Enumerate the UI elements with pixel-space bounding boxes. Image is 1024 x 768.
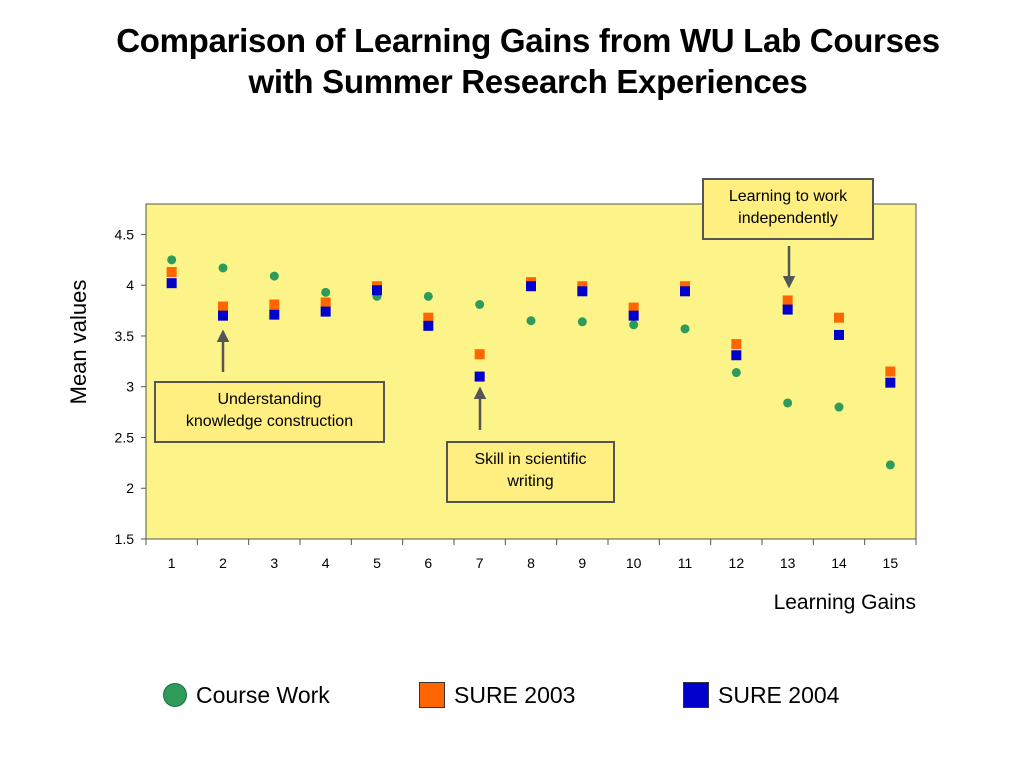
x-tick-label: 12	[729, 555, 745, 571]
y-tick-label: 4	[126, 277, 134, 293]
legend-item-sure-2003: SURE 2003	[419, 680, 575, 710]
course-work-point	[629, 320, 639, 330]
sure-2003-point	[628, 302, 639, 313]
sure-2003-point	[577, 281, 588, 292]
course-work-point	[526, 316, 536, 326]
x-tick-label: 4	[322, 555, 330, 571]
legend-label-sure-2003: SURE 2003	[454, 681, 576, 708]
course-work-point	[680, 324, 690, 334]
x-tick-label: 1	[168, 555, 176, 571]
x-tick-label: 14	[831, 555, 847, 571]
course-work-swatch-icon	[163, 683, 187, 707]
sure-2004-point	[782, 304, 793, 315]
annotation-text: Understanding	[217, 391, 321, 408]
sure-2004-point	[423, 320, 434, 331]
y-axis-label: Mean values	[66, 280, 91, 405]
sure-2004-point	[218, 310, 228, 321]
sure-2004-point	[680, 286, 690, 297]
legend-item-course-work: Course Work	[163, 680, 330, 710]
sure-2003-point	[166, 267, 177, 278]
x-tick-label: 6	[424, 555, 432, 571]
sure-2003-point	[269, 299, 280, 310]
course-work-point	[885, 460, 895, 470]
course-work-point	[218, 263, 228, 273]
sure-2003-point	[885, 366, 896, 377]
chart-title-line-1: Comparison of Learning Gains from WU Lab…	[116, 22, 940, 59]
sure-2004-point	[526, 281, 536, 292]
sure-2003-point	[834, 312, 844, 323]
x-tick-label: 10	[626, 555, 642, 571]
sure-2003-point	[680, 281, 690, 292]
sure-2004-point	[628, 310, 639, 321]
y-tick-label: 2	[126, 480, 134, 496]
y-tick-label: 4.5	[115, 226, 135, 242]
sure-2004-point	[577, 286, 588, 297]
course-work-point	[269, 271, 279, 281]
sure-2003-point	[423, 312, 434, 323]
sure-2004-point	[320, 306, 331, 317]
sure-2004-point	[474, 371, 485, 382]
x-tick-label: 11	[678, 555, 693, 571]
annotation-box	[154, 381, 385, 443]
axes: 1.522.533.544.51 2 3 4 5 6 7 8 9 10 11 12 13 14 15	[115, 204, 917, 571]
course-work-point	[167, 255, 177, 265]
y-tick-label: 3	[126, 379, 134, 395]
x-tick-label: 9	[578, 555, 586, 571]
sure-2004-point	[834, 329, 844, 340]
sure-2003-point	[731, 339, 742, 350]
x-tick-label: 2	[219, 555, 227, 571]
sure-2003-point	[218, 301, 228, 312]
annotation-text: Skill in scientific	[474, 451, 586, 468]
annotations: Learning to work independently Understandi…	[154, 178, 874, 503]
annotation-text: independently	[738, 210, 838, 227]
x-tick-label: 3	[270, 555, 278, 571]
annotation-text: Learning to work	[729, 188, 848, 205]
sure-2003-swatch-icon	[419, 682, 445, 708]
course-work-point	[577, 317, 587, 327]
x-tick-label: 13	[780, 555, 796, 571]
y-tick-label: 3.5	[115, 328, 135, 344]
annotation-box	[702, 178, 874, 240]
course-work-point	[423, 291, 433, 301]
x-axis-label: Learning Gains	[774, 591, 916, 614]
x-tick-label: 7	[476, 555, 484, 571]
sure-2003-point	[474, 349, 485, 360]
legend-item-sure-2004: SURE 2004	[683, 680, 839, 710]
course-work-point	[834, 402, 844, 412]
annotation-text: writing	[506, 473, 553, 490]
sure-2004-point	[269, 309, 280, 320]
data-marks	[166, 255, 896, 470]
sure-2003-point	[782, 295, 793, 306]
sure-2004-point	[166, 278, 177, 289]
x-tick-label: 8	[527, 555, 535, 571]
x-tick-label: 5	[373, 555, 381, 571]
legend-label-course-work: Course Work	[196, 681, 330, 708]
y-tick-label: 2.5	[115, 429, 135, 445]
course-work-point	[731, 368, 741, 378]
course-work-point	[475, 300, 485, 309]
chart-title: Comparison of Learning Gains from WU Lab…	[0, 20, 1024, 102]
sure-2004-point	[731, 350, 742, 361]
y-tick-label: 1.5	[115, 531, 135, 547]
annotation-text: knowledge construction	[186, 413, 353, 430]
sure-2003-point	[320, 297, 331, 308]
sure-2004-point	[372, 285, 382, 296]
course-work-point	[783, 398, 793, 408]
x-tick-label: 15	[883, 555, 899, 571]
annotation-box	[446, 441, 615, 503]
chart-title-line-2: with Summer Research Experiences	[248, 63, 808, 100]
sure-2004-swatch-icon	[683, 682, 709, 708]
course-work-point	[321, 287, 331, 297]
sure-2004-point	[885, 377, 896, 388]
legend-label-sure-2004: SURE 2004	[718, 681, 840, 708]
